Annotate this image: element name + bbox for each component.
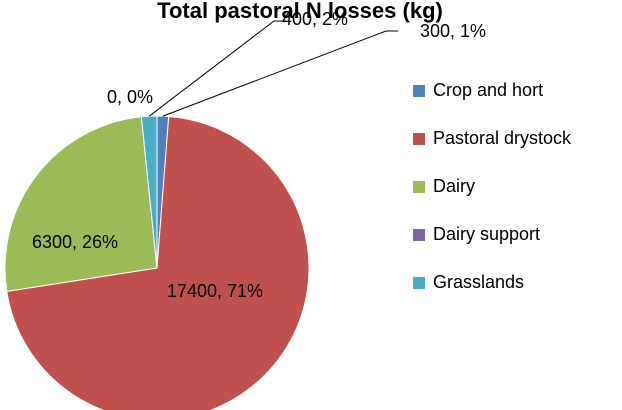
legend-swatch [413, 277, 425, 289]
legend-swatch [413, 133, 425, 145]
pie-slice [140, 115, 158, 269]
legend-label: Pastoral drystock [433, 128, 572, 148]
pie-slice [4, 116, 158, 292]
pie-slice [6, 115, 310, 410]
data-label: 0, 0% [106, 87, 154, 107]
legend-label: Dairy [433, 176, 475, 196]
chart-title: Total pastoral N losses (kg) [157, 0, 443, 23]
legend-label: Grasslands [433, 272, 524, 292]
leader-line [148, 20, 286, 117]
legend-swatch [413, 181, 425, 193]
data-label: 17400, 71% [166, 281, 264, 301]
data-label: 400, 2% [281, 9, 349, 29]
legend-swatch [413, 85, 425, 97]
legend-swatch [413, 229, 425, 241]
legend-label: Dairy support [433, 224, 540, 244]
data-label: 300, 1% [419, 21, 487, 41]
data-label: 6300, 26% [31, 232, 119, 252]
legend-label: Crop and hort [433, 80, 543, 100]
leader-line [162, 30, 398, 117]
